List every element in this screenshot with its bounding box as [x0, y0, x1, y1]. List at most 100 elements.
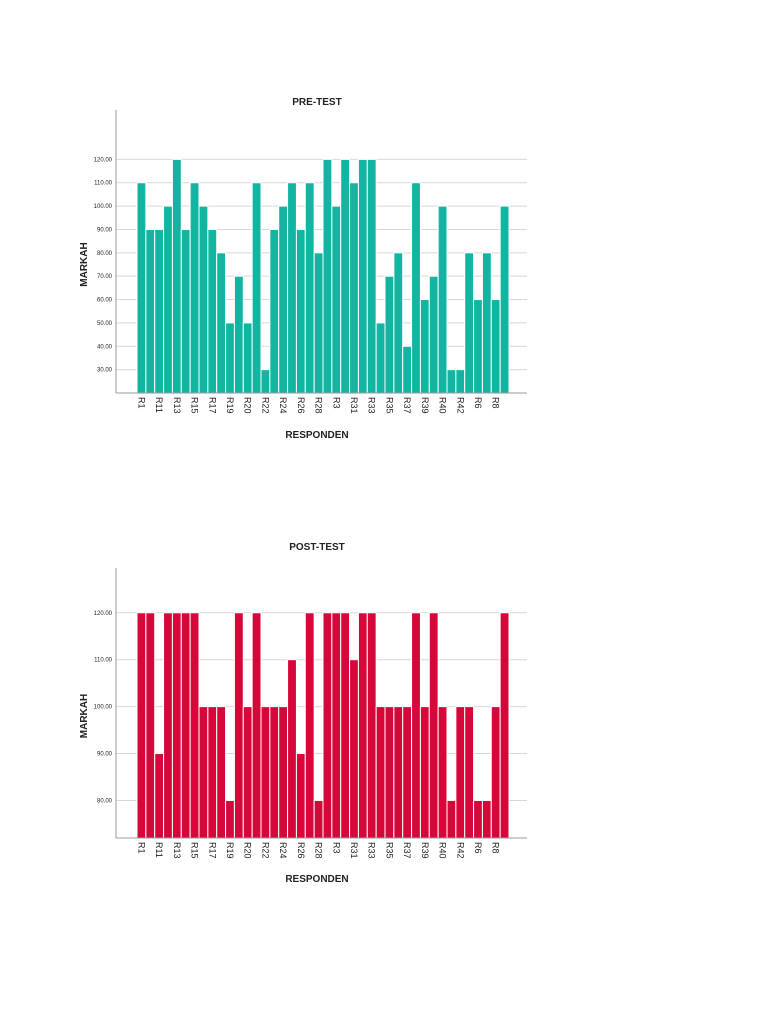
post-test-x-tick-label: R37: [402, 842, 412, 859]
pre-test-bar: [154, 228, 165, 394]
post-test-bar: [419, 706, 430, 839]
post-test-y-tick-label: 80.00: [97, 798, 113, 804]
post-test-bar: [189, 612, 200, 839]
pre-test-bar: [349, 182, 359, 394]
post-test-bar: [473, 799, 483, 839]
post-test-bar: [455, 706, 466, 839]
post-test-bar: [393, 706, 404, 839]
post-test-chart-svg: 80.00 90.00 100.00 110.00 120.00 R1 R11 R13 R15 R…: [79, 542, 527, 885]
pre-test-bar: [437, 205, 448, 394]
pre-test-y-tick-label: 80.00: [97, 251, 113, 257]
post-test-bar: [322, 612, 333, 839]
pre-test-bar: [331, 205, 342, 394]
post-test-x-axis-label: RESPONDEN: [285, 874, 348, 885]
post-test-bar: [464, 706, 475, 839]
pre-test-bar: [145, 228, 156, 394]
post-test-bar: [295, 753, 306, 839]
pre-test-bar: [340, 158, 351, 394]
pre-test-x-tick-label: R15: [190, 397, 200, 414]
pre-test-bar: [393, 252, 404, 394]
pre-test-x-axis-label: RESPONDEN: [285, 430, 348, 441]
post-test-bar: [313, 799, 324, 839]
pre-test-bar: [189, 182, 200, 394]
post-test-bars: [136, 612, 510, 839]
post-test-x-tick-label: R42: [455, 842, 465, 859]
pre-test-bar: [207, 228, 218, 394]
pre-test-bar: [251, 182, 262, 394]
pre-test-bar: [269, 228, 280, 394]
pre-test-bar: [490, 299, 501, 394]
post-test-x-tick-label: R26: [296, 842, 306, 859]
pre-test-bar: [313, 252, 324, 394]
post-test-x-tick-label: R39: [420, 842, 430, 859]
post-test-x-tick-label: R6: [473, 842, 483, 854]
post-test-chart: 80.00 90.00 100.00 110.00 120.00 R1 R11 R13 R15 R…: [0, 500, 768, 920]
pre-test-y-tick-label: 60.00: [97, 298, 113, 304]
post-test-bar: [428, 612, 439, 839]
pre-test-y-tick-label: 70.00: [97, 274, 113, 280]
pre-test-bar: [304, 182, 315, 394]
post-test-bar: [366, 612, 377, 839]
pre-test-y-axis-label: MARKAH: [79, 242, 90, 286]
post-test-bar: [499, 612, 510, 839]
pre-test-x-tick-label: R24: [278, 397, 288, 414]
post-test-bar: [136, 612, 147, 839]
post-test-x-tick-label: R35: [384, 842, 394, 859]
post-test-x-tick-label: R15: [190, 842, 200, 859]
post-test-bar: [269, 706, 280, 839]
post-test-bar: [225, 799, 235, 839]
pre-test-bar: [287, 182, 297, 394]
post-test-y-axis-label: MARKAH: [79, 694, 90, 738]
pre-test-bar: [366, 158, 377, 394]
pre-test-x-tick-label: R42: [455, 397, 465, 414]
post-test-bar: [251, 612, 262, 839]
post-test-x-tick-label: R20: [243, 842, 253, 859]
post-test-bar: [304, 612, 315, 839]
post-test-y-tick-label: 110.00: [94, 658, 113, 664]
pre-test-bar: [375, 322, 386, 394]
post-test-bar: [278, 706, 289, 839]
post-test-bar: [145, 612, 156, 839]
pre-test-x-tick-label: R17: [207, 397, 217, 414]
post-test-x-tick-label: R22: [260, 842, 270, 859]
pre-test-bar: [357, 158, 368, 394]
pre-test-bar: [428, 275, 439, 394]
pre-test-y-tick-label: 30.00: [97, 368, 113, 374]
pre-test-title: PRE-TEST: [292, 97, 341, 108]
post-test-x-tick-label: R33: [367, 842, 377, 859]
pre-test-y-tick-label: 110.00: [94, 181, 113, 187]
pre-test-x-tick-label: R37: [402, 397, 412, 414]
post-test-bar: [260, 706, 271, 839]
post-test-bar: [331, 612, 342, 839]
post-test-x-tick-label: R19: [225, 842, 235, 859]
post-test-y-tick-label: 100.00: [94, 705, 113, 711]
pre-test-bar: [180, 228, 191, 394]
post-test-bar: [402, 706, 413, 839]
post-test-x-tick-label: R13: [172, 842, 182, 859]
post-test-x-tick-label: R17: [207, 842, 217, 859]
pre-test-bar: [225, 322, 235, 394]
pre-test-bars: [136, 158, 510, 394]
pre-test-bar: [481, 252, 492, 394]
post-test-bar: [233, 612, 244, 839]
pre-test-bar: [295, 228, 306, 394]
pre-test-bar: [198, 205, 209, 394]
post-test-bar: [180, 612, 191, 839]
post-test-x-tick-label: R11: [154, 842, 164, 858]
pre-test-bar: [163, 205, 173, 394]
pre-test-x-tick-label: R26: [296, 397, 306, 414]
post-test-bar: [207, 706, 218, 839]
post-test-bar: [242, 706, 253, 839]
pre-test-x-tick-label: R39: [420, 397, 430, 414]
pre-test-bar: [473, 299, 483, 394]
pre-test-x-tick-label: R28: [314, 397, 324, 414]
pre-test-x-tick-label: R35: [384, 397, 394, 414]
pre-test-bar: [242, 322, 253, 394]
post-test-bar: [171, 612, 182, 839]
post-test-y-tick-label: 90.00: [97, 752, 113, 758]
pre-test-x-tick-label: R31: [349, 397, 359, 414]
pre-test-bar: [419, 299, 430, 394]
pre-test-x-tick-label: R33: [367, 397, 377, 414]
post-test-bar: [163, 612, 173, 839]
post-test-bar: [490, 706, 501, 839]
